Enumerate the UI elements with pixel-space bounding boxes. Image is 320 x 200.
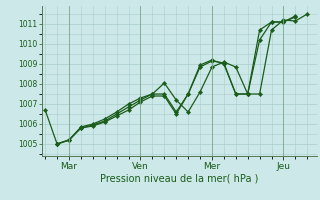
X-axis label: Pression niveau de la mer( hPa ): Pression niveau de la mer( hPa ): [100, 173, 258, 183]
